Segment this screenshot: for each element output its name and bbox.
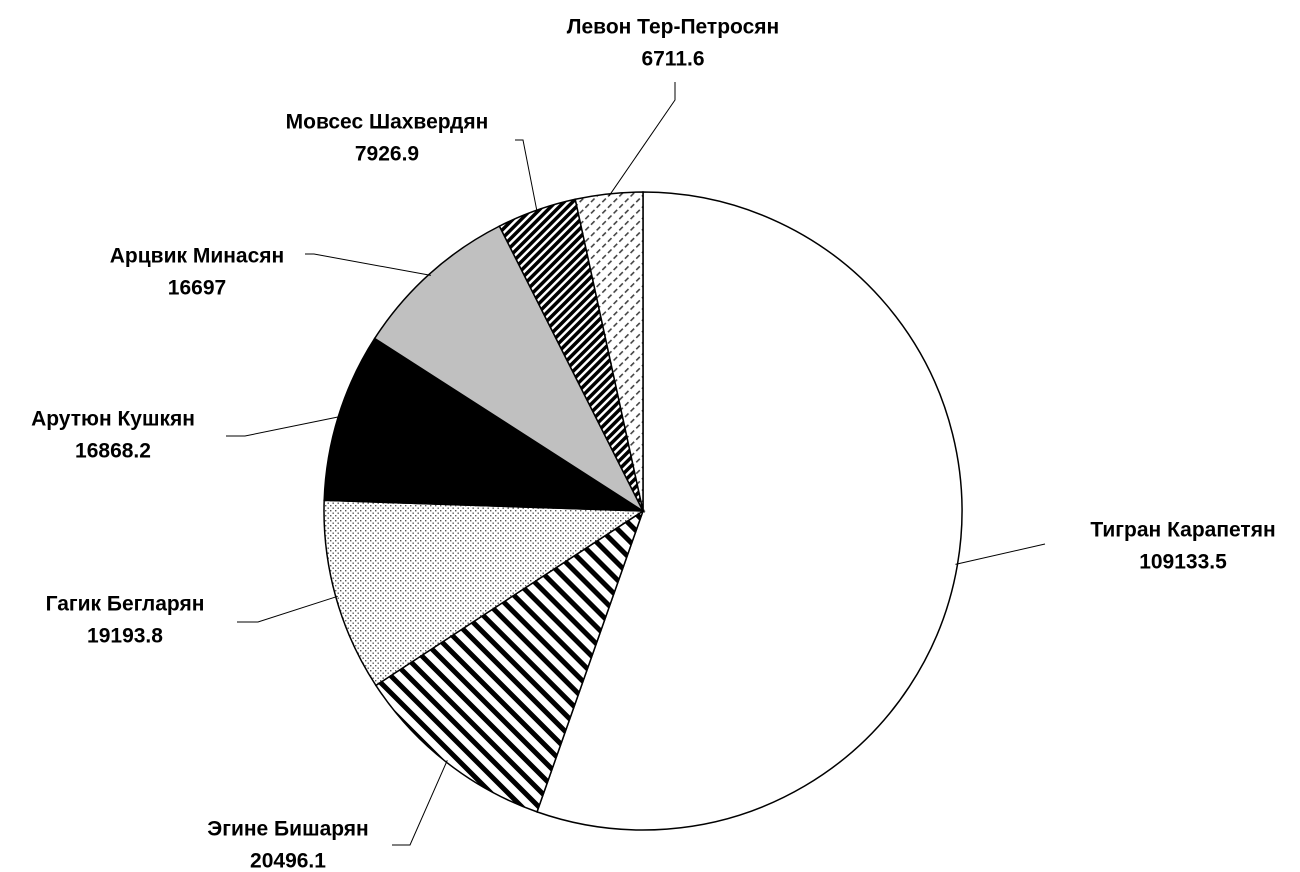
slice-label-value: 16868.2 (75, 440, 151, 463)
slice-label-name: Тигран Карапетян (1090, 519, 1275, 542)
leader-line (608, 82, 676, 197)
leader-line (515, 139, 538, 213)
slice-label-value: 16697 (168, 277, 226, 300)
pie-slice (323, 337, 646, 512)
slice-label-name: Арутюн Кушкян (31, 408, 195, 431)
slice-label-name: Левон Тер-Петросян (567, 16, 779, 39)
slice-label-value: 19193.8 (87, 625, 163, 648)
slice-label-name: Гагик Бегларян (46, 593, 205, 616)
leader-line (237, 595, 338, 623)
slice-label-name: Эгине Бишарян (207, 818, 368, 841)
leader-line (305, 253, 431, 276)
pie-slice (574, 191, 644, 512)
slice-label-value: 7926.9 (355, 143, 419, 166)
pie-slice (373, 225, 645, 514)
slice-label-name: Арцвик Минасян (110, 245, 284, 268)
slice-label-value: 20496.1 (250, 850, 326, 872)
leader-line (226, 416, 341, 437)
slice-label-name: Мовсес Шахвердян (286, 111, 489, 134)
slice-label-value: 6711.6 (641, 48, 704, 71)
leader-line (392, 760, 448, 846)
leader-line (955, 543, 1046, 565)
slice-label-value: 109133.5 (1139, 551, 1227, 574)
